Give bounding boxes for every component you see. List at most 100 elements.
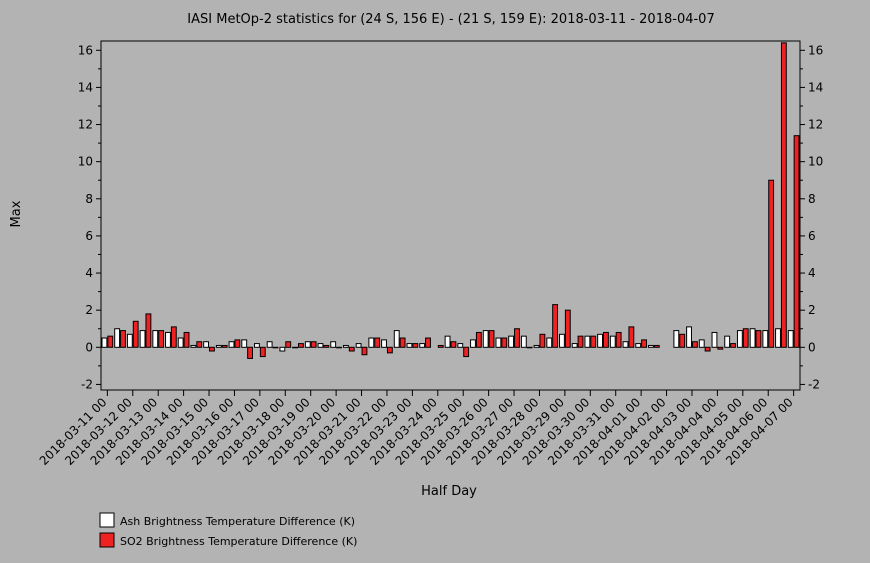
so2-bar-2 <box>132 320 139 348</box>
so2-bar-4 <box>158 330 165 348</box>
ash-bar-10 <box>228 341 235 348</box>
so2-bar-34 <box>539 333 546 348</box>
so2-bar-23 <box>399 337 406 348</box>
y-tick-label-right--2: -2 <box>808 377 820 391</box>
so2-bar-53 <box>780 42 787 348</box>
ash-bar-39 <box>597 333 604 348</box>
ash-bar-4 <box>152 330 159 348</box>
ash-bar-9 <box>215 344 222 348</box>
y-tick-label-left-4: 4 <box>85 266 93 280</box>
legend-swatch-ash <box>99 512 115 528</box>
so2-bar-26 <box>437 344 444 348</box>
y-axis-label: Max <box>9 200 24 227</box>
y-tick-label-left-12: 12 <box>78 118 93 132</box>
so2-bar-14 <box>285 341 292 348</box>
so2-bar-13 <box>272 346 279 349</box>
so2-bar-12 <box>259 346 266 358</box>
ash-bar-50 <box>736 330 743 348</box>
ash-bar-22 <box>381 339 387 348</box>
ash-bar-45 <box>673 330 680 348</box>
so2-bar-7 <box>196 341 203 348</box>
legend: Ash Brightness Temperature Difference (K… <box>99 512 357 548</box>
so2-bar-1 <box>120 330 126 348</box>
so2-bar-18 <box>336 346 342 349</box>
so2-bar-22 <box>386 346 393 354</box>
y-tick-label-left-16: 16 <box>78 43 93 57</box>
ash-bar-8 <box>203 341 210 348</box>
ash-bar-0 <box>101 337 108 348</box>
ash-bar-40 <box>609 335 616 348</box>
so2-bar-21 <box>374 337 381 348</box>
so2-bar-10 <box>234 339 241 348</box>
bars-group <box>101 42 800 359</box>
so2-bar-49 <box>730 343 736 348</box>
so2-bar-15 <box>297 343 304 348</box>
so2-bar-9 <box>221 344 228 348</box>
y-axis-left: -2 0 2 4 6 8 10 12 14 16 <box>78 43 101 391</box>
y-tick-label-right-4: 4 <box>808 266 816 280</box>
ash-bar-27 <box>444 335 451 348</box>
ash-bar-21 <box>368 337 375 348</box>
so2-bar-50 <box>742 328 749 348</box>
so2-bar-24 <box>412 343 419 348</box>
ash-bar-5 <box>165 331 171 348</box>
ash-bar-20 <box>355 343 362 348</box>
so2-bar-28 <box>463 346 470 358</box>
ash-bar-43 <box>647 344 654 348</box>
so2-bar-3 <box>145 313 152 348</box>
ash-bar-29 <box>470 339 476 348</box>
so2-bar-27 <box>450 341 457 348</box>
ash-bar-30 <box>482 330 489 348</box>
so2-bar-46 <box>691 341 698 348</box>
ash-bar-49 <box>724 335 731 348</box>
ash-bar-42 <box>635 343 642 348</box>
ash-bar-46 <box>686 326 692 348</box>
so2-bar-31 <box>501 337 508 348</box>
so2-bar-30 <box>488 330 495 348</box>
legend-label-so2: SO2 Brightness Temperature Difference (K… <box>120 535 357 548</box>
legend-label-ash: Ash Brightness Temperature Difference (K… <box>120 515 355 528</box>
ash-bar-53 <box>775 328 781 348</box>
so2-bar-51 <box>755 330 762 348</box>
y-tick-label-left-10: 10 <box>78 155 93 169</box>
so2-bar-16 <box>310 341 317 348</box>
y-tick-label-right-2: 2 <box>808 303 816 317</box>
ash-bar-6 <box>177 337 184 348</box>
ash-bar-47 <box>698 339 705 348</box>
y-tick-label-left-2: 2 <box>85 303 93 317</box>
x-axis-label: Half Day <box>421 484 477 499</box>
so2-bar-48 <box>717 346 724 350</box>
y-axis-right: -2 0 2 4 6 8 10 12 14 16 <box>800 43 823 391</box>
ash-bar-54 <box>787 330 794 348</box>
ash-bar-12 <box>254 343 260 348</box>
plot-area: -2 0 2 4 6 8 10 12 14 16 -2 0 2 4 6 8 10 12 14 16 2018-03-… <box>37 40 823 468</box>
ash-bar-31 <box>495 337 502 348</box>
ash-bar-17 <box>317 343 324 348</box>
so2-bar-54 <box>793 135 800 348</box>
y-tick-label-right-12: 12 <box>808 118 823 132</box>
ash-bar-13 <box>266 341 273 348</box>
so2-bar-25 <box>425 337 431 348</box>
so2-bar-20 <box>361 346 368 356</box>
y-tick-label-right-8: 8 <box>808 192 816 206</box>
ash-bar-37 <box>571 343 578 348</box>
so2-bar-35 <box>552 304 559 348</box>
y-tick-label-right-14: 14 <box>808 80 823 94</box>
ash-bar-2 <box>126 333 133 348</box>
legend-swatch-so2 <box>99 532 115 548</box>
y-tick-label-left-6: 6 <box>85 229 93 243</box>
ash-bar-35 <box>546 337 553 348</box>
ash-bar-18 <box>330 341 337 348</box>
so2-bar-8 <box>209 346 215 352</box>
ash-bar-25 <box>419 343 426 348</box>
ash-bar-19 <box>342 344 349 348</box>
legend-item-ash: Ash Brightness Temperature Difference (K… <box>99 512 355 528</box>
ash-bar-24 <box>406 343 413 348</box>
y-tick-label-right-10: 10 <box>808 155 823 169</box>
ash-bar-14 <box>279 346 286 352</box>
so2-bar-41 <box>628 326 635 348</box>
ash-bar-33 <box>520 335 527 348</box>
ash-bar-38 <box>584 335 591 348</box>
